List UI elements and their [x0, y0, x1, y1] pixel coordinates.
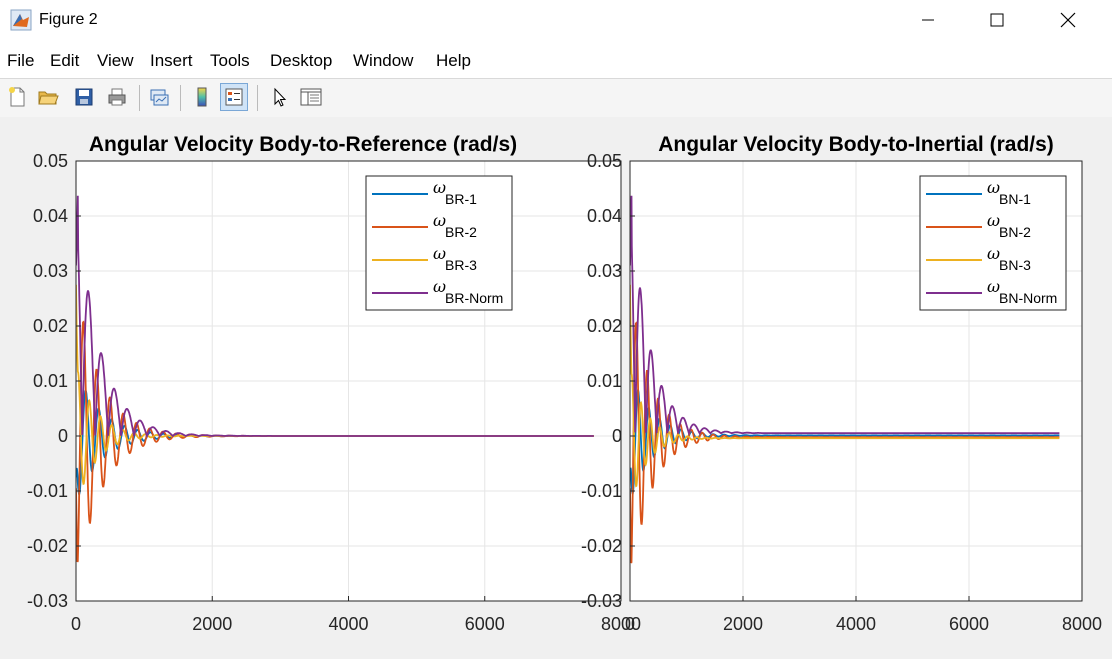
- property-inspector-icon[interactable]: [297, 83, 325, 111]
- y-tick-label: 0.01: [33, 371, 68, 391]
- menu-view[interactable]: View: [97, 51, 134, 70]
- matlab-icon: [10, 9, 32, 31]
- toolbar-separator: [139, 85, 140, 111]
- series-line-bn-2: [630, 321, 1060, 564]
- legend-label: BR-2: [445, 224, 477, 240]
- legend-label: BN-Norm: [999, 290, 1057, 306]
- y-tick-label: 0.03: [33, 261, 68, 281]
- y-tick-label: 0.05: [33, 151, 68, 171]
- legend-label: BR-3: [445, 257, 477, 273]
- legend-label: BR-1: [445, 191, 477, 207]
- x-tick-label: 8000: [1062, 614, 1102, 634]
- legend-omega: ω: [433, 178, 446, 197]
- y-tick-label: -0.02: [27, 536, 68, 556]
- legend-omega: ω: [433, 211, 446, 230]
- window-title: Figure 2: [39, 11, 98, 28]
- series-line-bn-norm: [630, 195, 1060, 437]
- series-line-bn-3: [630, 284, 1060, 488]
- legend-omega: ω: [987, 178, 1000, 197]
- link-plot-icon[interactable]: [145, 83, 173, 111]
- title-bar: Figure 2: [0, 0, 1112, 40]
- y-tick-label: 0.02: [587, 316, 622, 336]
- legend-icon[interactable]: [220, 83, 248, 111]
- legend-omega: ω: [433, 244, 446, 263]
- x-tick-label: 8000: [601, 614, 641, 634]
- x-tick-label: 0: [625, 614, 635, 634]
- y-tick-label: -0.02: [581, 536, 622, 556]
- open-file-icon[interactable]: [34, 83, 62, 111]
- axes-title: Angular Velocity Body-to-Reference (rad/…: [89, 133, 517, 156]
- y-tick-label: 0.02: [33, 316, 68, 336]
- legend-omega: ω: [987, 211, 1000, 230]
- y-tick-label: 0: [58, 426, 68, 446]
- toolbar-separator: [180, 85, 181, 111]
- new-figure-icon[interactable]: [3, 83, 31, 111]
- axes-title: Angular Velocity Body-to-Inertial (rad/s…: [658, 133, 1054, 156]
- close-button[interactable]: [1045, 0, 1091, 40]
- axes-body-to-reference[interactable]: 0 2000 4000 6000 8000 -0.03 -0.02 -0.01 0 0.01 0.0…: [27, 133, 641, 634]
- edit-plot-arrow-icon[interactable]: [265, 83, 293, 111]
- y-tick-label: 0.03: [587, 261, 622, 281]
- y-tick-label: -0.01: [581, 481, 622, 501]
- figure-canvas[interactable]: 0 2000 4000 6000 8000 -0.03 -0.02 -0.01 0 0.01 0.0…: [0, 117, 1112, 659]
- toolbar-separator: [257, 85, 258, 111]
- x-tick-label: 0: [71, 614, 81, 634]
- x-tick-label: 6000: [949, 614, 989, 634]
- legend-label: BR-Norm: [445, 290, 503, 306]
- legend-label: BN-2: [999, 224, 1031, 240]
- x-tick-label: 2000: [723, 614, 763, 634]
- y-tick-label: 0.01: [587, 371, 622, 391]
- y-tick-label: -0.03: [27, 591, 68, 611]
- y-tick-label: 0.04: [33, 206, 68, 226]
- x-tick-label: 4000: [836, 614, 876, 634]
- colorbar-icon[interactable]: [188, 83, 216, 111]
- y-tick-label: -0.01: [27, 481, 68, 501]
- minimize-button[interactable]: [905, 0, 951, 40]
- legend-box: [919, 175, 1067, 311]
- x-tick-label: 4000: [328, 614, 368, 634]
- series-line-br-norm: [76, 195, 594, 439]
- menu-bar: File Edit View Insert Tools Desktop Wind…: [0, 40, 1112, 104]
- legend-omega: ω: [987, 277, 1000, 296]
- menu-help[interactable]: Help: [436, 51, 471, 70]
- legend-label: BN-1: [999, 191, 1031, 207]
- y-tick-label: 0.04: [587, 206, 622, 226]
- menu-desktop[interactable]: Desktop: [270, 51, 333, 70]
- legend-omega: ω: [433, 277, 446, 296]
- plots-svg: 0 2000 4000 6000 8000 -0.03 -0.02 -0.01 0 0.01 0.0…: [27, 133, 1102, 634]
- menu-edit[interactable]: Edit: [50, 51, 80, 70]
- menu-insert[interactable]: Insert: [150, 51, 193, 70]
- legend-omega: ω: [987, 244, 1000, 263]
- menu-tools[interactable]: Tools: [210, 51, 250, 70]
- y-tick-label: 0: [612, 426, 622, 446]
- menu-file[interactable]: File: [7, 51, 35, 70]
- legend-box: [365, 175, 513, 311]
- legend-label: BN-3: [999, 257, 1031, 273]
- y-tick-label: 0.05: [587, 151, 622, 171]
- save-icon[interactable]: [70, 83, 98, 111]
- y-tick-label: -0.03: [581, 591, 622, 611]
- axes-body-to-inertial[interactable]: 0 2000 4000 6000 8000 -0.03 -0.02 -0.01 0 0.01 0.0…: [581, 133, 1102, 634]
- x-tick-label: 6000: [465, 614, 505, 634]
- figure-toolbar: [0, 78, 1112, 118]
- menu-window[interactable]: Window: [353, 51, 414, 70]
- maximize-button[interactable]: [974, 0, 1020, 40]
- print-icon[interactable]: [103, 83, 131, 111]
- x-tick-label: 2000: [192, 614, 232, 634]
